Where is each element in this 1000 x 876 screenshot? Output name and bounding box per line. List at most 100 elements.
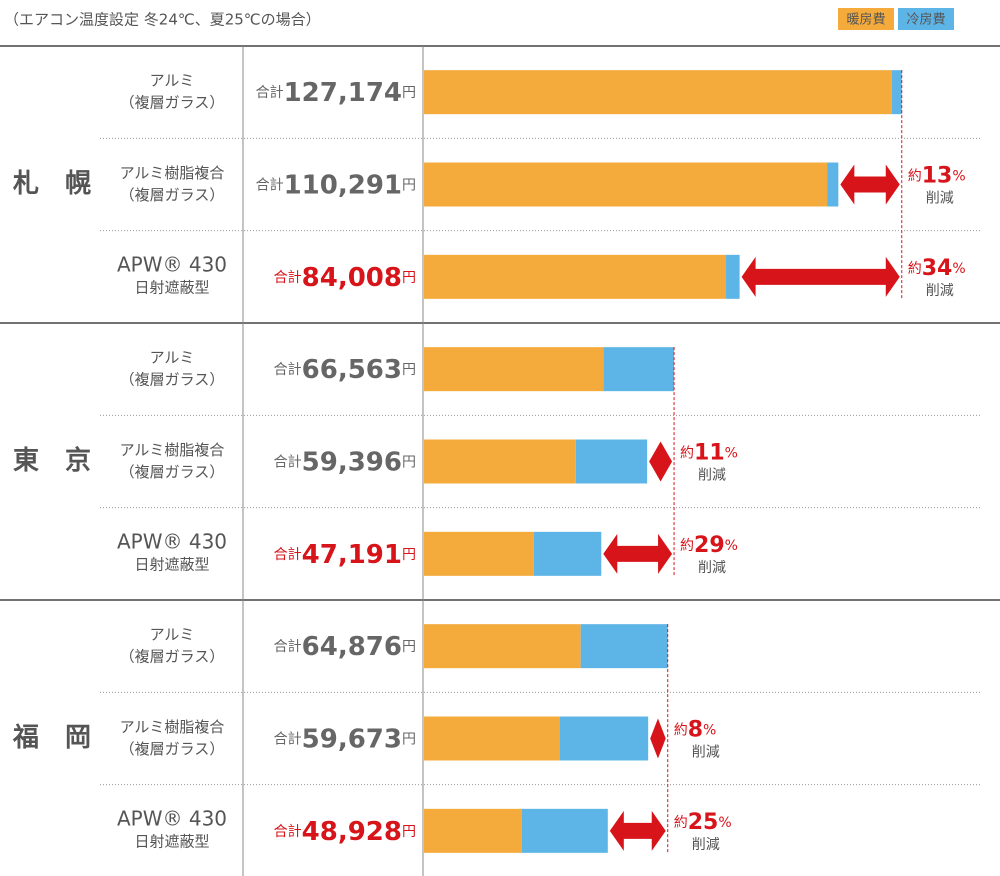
reduction-prefix: 約 xyxy=(908,169,922,185)
bar-segment xyxy=(424,808,522,853)
total-value: 110,291 xyxy=(284,170,402,200)
bar-segment xyxy=(559,716,649,761)
reduction-note: 削減 xyxy=(926,282,954,299)
reduction-unit: % xyxy=(725,538,738,554)
total-unit: 円 xyxy=(402,362,416,378)
total-prefix: 合計 xyxy=(274,732,302,748)
bar-segment xyxy=(424,716,560,761)
reduction-arrow xyxy=(609,810,666,851)
total-prefix: 合計 xyxy=(274,824,302,840)
category-label: 日射遮蔽型 xyxy=(134,832,209,850)
bar-segment xyxy=(521,808,608,853)
category-label: （複層ガラス） xyxy=(120,740,225,758)
total-value: 84,008 xyxy=(302,262,402,292)
bar-segment xyxy=(424,70,892,115)
total-prefix: 合計 xyxy=(274,547,302,563)
bar-segment xyxy=(424,624,581,669)
category-label: （複層ガラス） xyxy=(120,371,225,389)
group-label: 札 幌 xyxy=(13,169,91,199)
category-label: アルミ樹脂複合 xyxy=(120,718,225,736)
reduction-unit: % xyxy=(718,815,731,831)
category-label: （複層ガラス） xyxy=(120,94,225,112)
reduction-unit: % xyxy=(725,446,738,462)
reduction-value: 25 xyxy=(688,810,719,835)
reduction-unit: % xyxy=(952,261,965,277)
total-unit: 円 xyxy=(402,824,416,840)
category-label: アルミ xyxy=(150,626,195,644)
total-label: 合計47,191円 xyxy=(274,539,416,569)
total-prefix: 合計 xyxy=(274,455,302,471)
reduction-unit: % xyxy=(952,169,965,185)
reduction-value: 8 xyxy=(688,718,703,743)
reduction-prefix: 約 xyxy=(674,723,688,739)
bar-segment xyxy=(424,531,534,576)
reduction-prefix: 約 xyxy=(908,261,922,277)
category-label: （複層ガラス） xyxy=(120,648,225,666)
total-prefix: 合計 xyxy=(256,178,284,194)
reduction-note: 削減 xyxy=(692,836,720,853)
category-label: アルミ xyxy=(150,72,195,90)
total-label: 合計59,396円 xyxy=(274,447,416,477)
reduction-label: 約25% xyxy=(674,810,732,835)
total-unit: 円 xyxy=(402,732,416,748)
total-prefix: 合計 xyxy=(274,270,302,286)
legend-label: 冷房費 xyxy=(906,12,945,28)
reduction-label: 約29% xyxy=(680,533,738,558)
total-unit: 円 xyxy=(402,455,416,471)
total-value: 66,563 xyxy=(302,355,402,385)
bar-segment xyxy=(533,531,602,576)
total-unit: 円 xyxy=(402,178,416,194)
category-label: APW® 430 xyxy=(117,529,227,553)
total-label: 合計66,563円 xyxy=(274,355,416,385)
reduction-label: 約8% xyxy=(674,718,717,743)
total-value: 59,396 xyxy=(302,447,402,477)
reduction-label: 約13% xyxy=(908,164,966,189)
total-label: 合計110,291円 xyxy=(256,170,416,200)
reduction-arrow xyxy=(650,718,666,759)
total-value: 64,876 xyxy=(302,632,402,662)
bar-segment xyxy=(424,254,727,299)
total-unit: 円 xyxy=(402,270,416,286)
reduction-arrow xyxy=(603,533,673,574)
bar-segment xyxy=(726,254,740,299)
bar-segment xyxy=(424,439,576,484)
reduction-value: 13 xyxy=(922,164,953,189)
legend-swatch xyxy=(838,8,894,30)
reduction-note: 削減 xyxy=(692,744,720,761)
total-prefix: 合計 xyxy=(274,639,302,655)
category-label: APW® 430 xyxy=(117,806,227,830)
group-label: 福 岡 xyxy=(12,723,91,753)
category-label: アルミ樹脂複合 xyxy=(120,441,225,459)
bar-segment xyxy=(891,70,902,115)
bar-segment xyxy=(603,347,675,392)
chart-title: （エアコン温度設定 冬24℃、夏25℃の場合） xyxy=(4,11,321,29)
reduction-arrow xyxy=(649,441,673,482)
total-label: 合計48,928円 xyxy=(274,816,416,846)
total-unit: 円 xyxy=(402,85,416,101)
bar-segment xyxy=(580,624,668,669)
bar-segment xyxy=(424,347,604,392)
legend-swatch xyxy=(898,8,954,30)
reduction-unit: % xyxy=(703,723,716,739)
total-label: 合計59,673円 xyxy=(274,724,416,754)
total-value: 47,191 xyxy=(302,539,402,569)
category-label: APW® 430 xyxy=(117,252,227,276)
bar-segment xyxy=(827,162,839,207)
group-label: 東 京 xyxy=(13,445,91,476)
total-value: 127,174 xyxy=(284,78,402,108)
reduction-arrow xyxy=(741,256,900,297)
reduction-note: 削減 xyxy=(698,467,726,484)
category-label: 日射遮蔽型 xyxy=(134,555,209,573)
reduction-prefix: 約 xyxy=(680,538,694,554)
reduction-prefix: 約 xyxy=(680,446,694,462)
reduction-label: 約34% xyxy=(908,256,966,281)
reduction-note: 削減 xyxy=(698,559,726,576)
reduction-label: 約11% xyxy=(680,441,738,466)
category-label: 日射遮蔽型 xyxy=(134,278,209,296)
total-prefix: 合計 xyxy=(274,362,302,378)
reduction-prefix: 約 xyxy=(674,815,688,831)
category-label: （複層ガラス） xyxy=(120,186,225,204)
total-label: 合計64,876円 xyxy=(274,632,416,662)
total-label: 合計127,174円 xyxy=(256,78,416,108)
